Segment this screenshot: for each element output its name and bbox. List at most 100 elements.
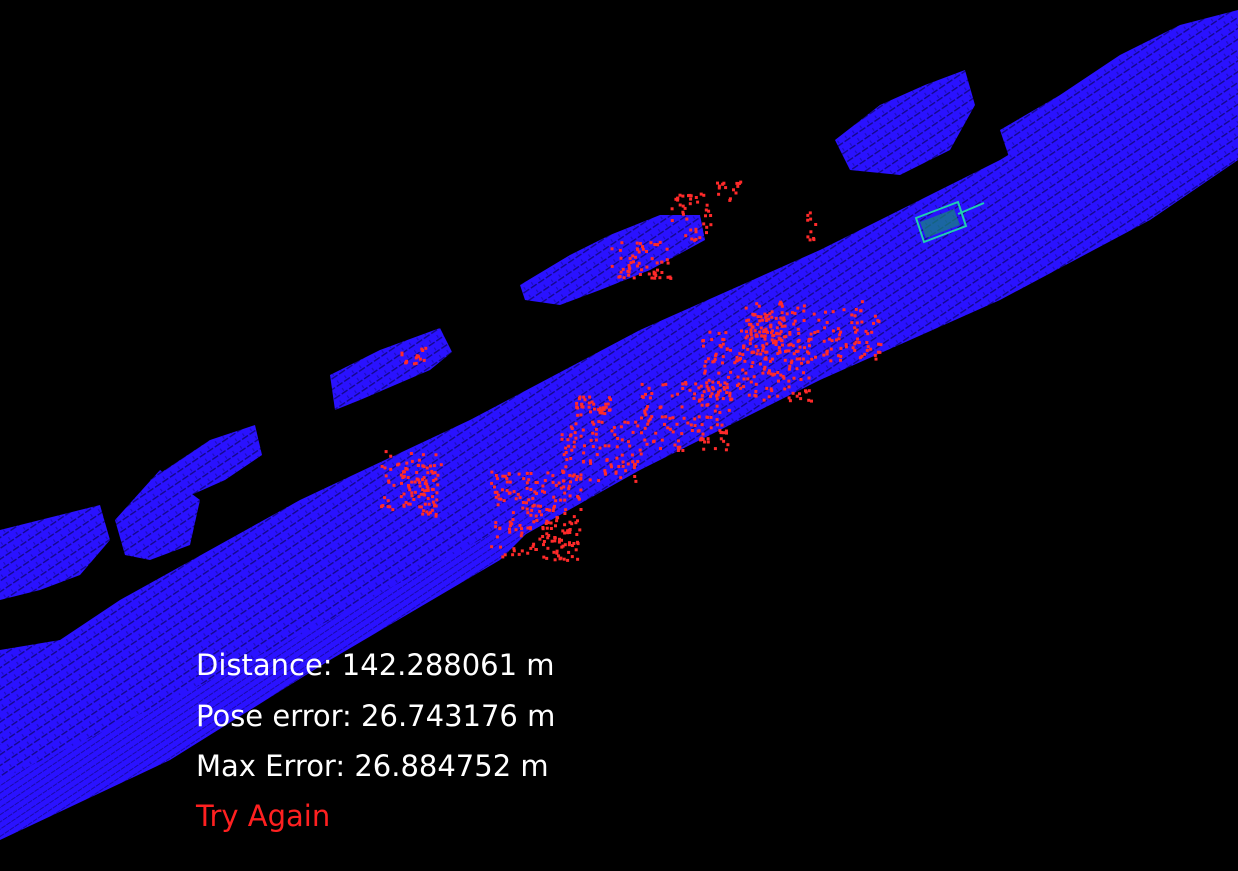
scan-point	[632, 260, 635, 264]
scan-point	[572, 473, 576, 477]
scan-point	[780, 338, 783, 342]
scan-point	[673, 443, 677, 447]
scan-point	[772, 341, 775, 345]
scan-point	[787, 385, 791, 389]
scan-point	[567, 528, 571, 532]
scan-point	[577, 397, 581, 400]
scan-point	[613, 433, 617, 437]
scan-point	[566, 558, 570, 562]
scan-point	[853, 342, 857, 346]
scan-point	[563, 543, 567, 547]
scan-point	[754, 344, 758, 348]
scan-point	[756, 315, 760, 319]
scan-point	[835, 338, 838, 342]
scan-point	[755, 302, 759, 306]
scan-point	[780, 302, 784, 306]
scan-point	[636, 248, 640, 252]
scan-point	[772, 334, 776, 337]
scan-point	[703, 369, 707, 373]
scan-point	[545, 556, 549, 560]
scan-point	[717, 186, 721, 190]
scan-point	[419, 505, 423, 509]
scan-point	[807, 376, 811, 380]
scan-point	[804, 389, 807, 393]
scan-point	[766, 330, 769, 334]
scan-point	[825, 350, 829, 354]
scan-point	[735, 181, 739, 185]
scan-point	[626, 421, 630, 425]
scan-point	[836, 327, 840, 331]
scan-point	[572, 445, 576, 449]
scan-point	[829, 359, 833, 363]
scan-point	[764, 357, 768, 361]
scan-point	[426, 497, 430, 500]
scan-point	[417, 495, 421, 499]
scan-point	[499, 545, 502, 549]
scan-point	[528, 526, 532, 530]
scan-point	[670, 207, 674, 211]
scan-point	[805, 350, 809, 354]
scan-point	[607, 444, 611, 448]
scan-point	[791, 391, 795, 395]
scan-point	[793, 319, 797, 323]
scan-point	[635, 241, 639, 245]
scan-point	[526, 526, 530, 530]
scan-point	[783, 387, 787, 391]
scan-point	[764, 315, 768, 319]
scan-point	[806, 218, 810, 222]
scan-point	[770, 315, 774, 319]
scan-point	[490, 481, 494, 485]
scan-point	[645, 250, 648, 253]
scan-point	[773, 372, 776, 376]
scan-point	[709, 223, 713, 227]
scan-point	[749, 323, 753, 326]
try-again-status[interactable]: Try Again	[196, 799, 331, 833]
scan-point	[722, 386, 726, 389]
pose-error-readout: Pose error: 26.743176 m	[196, 699, 556, 733]
scan-point	[495, 490, 499, 494]
scan-point	[763, 312, 767, 316]
scan-point	[702, 222, 706, 226]
scan-point	[400, 481, 403, 485]
scan-point	[414, 356, 418, 360]
scan-point	[770, 357, 774, 361]
scan-point	[407, 485, 411, 489]
scan-point	[790, 311, 794, 315]
scan-point	[421, 488, 425, 492]
scan-point	[634, 255, 637, 259]
scan-point	[697, 386, 701, 390]
scan-point	[769, 372, 773, 376]
scan-point	[680, 432, 684, 436]
scan-point	[514, 497, 518, 501]
scan-point	[776, 371, 780, 374]
scan-point	[769, 325, 773, 329]
scan-point	[801, 357, 805, 361]
scan-point	[609, 398, 612, 402]
scan-point	[551, 474, 555, 478]
scan-point	[568, 494, 572, 498]
scan-point	[617, 465, 621, 468]
scan-point	[795, 367, 799, 371]
scan-point	[520, 531, 524, 535]
scan-point	[563, 512, 567, 515]
scan-point	[689, 197, 693, 201]
scan-point	[427, 512, 430, 516]
scan-point	[792, 376, 796, 380]
scan-point	[763, 337, 767, 341]
scan-point	[715, 393, 719, 397]
scan-point	[697, 399, 701, 403]
scan-point	[568, 541, 571, 545]
scan-point	[496, 503, 500, 507]
scan-point	[755, 352, 759, 356]
scan-point	[749, 328, 753, 332]
scan-point	[574, 478, 578, 482]
scan-point	[619, 425, 623, 429]
scan-point	[557, 554, 560, 558]
scan-point	[664, 415, 668, 419]
scan-point	[606, 402, 610, 406]
scan-point	[432, 479, 436, 482]
scan-point	[681, 194, 685, 198]
scan-point	[709, 415, 713, 419]
